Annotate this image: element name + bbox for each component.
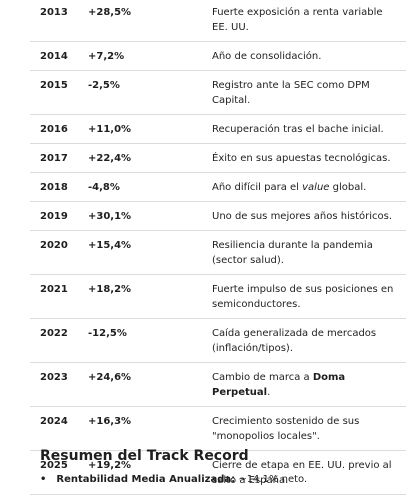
table-row: 2023 +24,6% Cambio de marca a Doma Perpetu… [30, 363, 406, 407]
return: -12,5% [88, 328, 127, 339]
comment-text: Registro ante la SEC como DPM Capital. [212, 80, 370, 106]
return: +19,2% [88, 460, 132, 471]
year: 2022 [40, 328, 68, 339]
comment: Éxito en sus apuestas tecnológicas. [212, 151, 400, 166]
comment: Fuerte exposición a renta variable EE. U… [212, 5, 400, 35]
return: +7,2% [88, 51, 125, 62]
comment: Crecimiento sostenido de sus "monopolios… [212, 414, 400, 444]
comment: Fuerte impulso de sus posiciones en semi… [212, 282, 400, 312]
comment: Caída generalizada de mercados (inflació… [212, 326, 400, 356]
table-row: 2017 +22,4% Éxito en sus apuestas tecnológ… [30, 144, 406, 173]
year: 2025 [40, 460, 68, 471]
comment-text: Fuerte exposición a renta variable EE. U… [212, 7, 383, 33]
summary-text: ~14.1% neto. [235, 474, 308, 485]
table-row: 2015 -2,5% Registro ante la SEC como DPM C… [30, 71, 406, 115]
table-row: 2016 +11,0% Recuperación tras el bache ini… [30, 115, 406, 144]
year: 2013 [40, 7, 68, 18]
comment-text: Fuerte impulso de sus posiciones en semi… [212, 284, 394, 310]
comment: Resiliencia durante la pandemia (sector … [212, 238, 400, 268]
comment-text: Recuperación tras el bache inicial. [212, 124, 384, 135]
year: 2017 [40, 153, 68, 164]
comment-text: global. [329, 182, 367, 193]
comment-text: Año difícil para el [212, 182, 303, 193]
comment-text: Caída generalizada de mercados (inflació… [212, 328, 377, 354]
return: +30,1% [88, 211, 132, 222]
comment-text: . [267, 387, 271, 398]
year: 2018 [40, 182, 68, 193]
table-row: 2021 +18,2% Fuerte impulso de sus posicion… [30, 275, 406, 319]
comment-text: Resiliencia durante la pandemia (sector … [212, 240, 373, 266]
table-row: 2022 -12,5% Caída generalizada de mercados… [30, 319, 406, 363]
comment-text: Año de consolidación. [212, 51, 322, 62]
summary-item: Rentabilidad Media Anualizada: ~14.1% ne… [40, 474, 307, 485]
year: 2019 [40, 211, 68, 222]
year: 2016 [40, 124, 68, 135]
return: +18,2% [88, 284, 132, 295]
comment-text: Uno de sus mejores años históricos. [212, 211, 393, 222]
return: +24,6% [88, 372, 132, 383]
comment: Registro ante la SEC como DPM Capital. [212, 78, 400, 108]
comment-text: Crecimiento sostenido de sus "monopolios… [212, 416, 360, 442]
year: 2021 [40, 284, 68, 295]
return: -2,5% [88, 80, 120, 91]
table-row: 2020 +15,4% Resiliencia durante la pandemi… [30, 231, 406, 275]
year: 2024 [40, 416, 68, 427]
comment: Año difícil para el value global. [212, 180, 400, 195]
summary-title: Resumen del Track Record [40, 448, 249, 464]
return: +28,5% [88, 7, 132, 18]
comment: Recuperación tras el bache inicial. [212, 122, 400, 137]
return: +16,3% [88, 416, 132, 427]
comment: Uno de sus mejores años históricos. [212, 209, 400, 224]
table-row: 2013 +28,5% Fuerte exposición a renta vari… [30, 0, 406, 42]
year: 2023 [40, 372, 68, 383]
return: +11,0% [88, 124, 132, 135]
year: 2020 [40, 240, 68, 251]
year: 2014 [40, 51, 68, 62]
comment-emphasis: value [302, 182, 330, 193]
table-row: 2019 +30,1% Uno de sus mejores años histór… [30, 202, 406, 231]
return: +22,4% [88, 153, 132, 164]
comment-text: Cambio de marca a [212, 372, 313, 383]
comment: Cambio de marca a Doma Perpetual. [212, 370, 400, 400]
year: 2015 [40, 80, 68, 91]
track-record-table: 2013 +28,5% Fuerte exposición a renta vari… [30, 0, 406, 495]
table-row: 2018 -4,8% Año difícil para el value globa… [30, 173, 406, 202]
summary-label: Rentabilidad Media Anualizada: [56, 474, 236, 485]
comment-emphasis: Doma Perpetual [212, 372, 346, 398]
comment-text: Éxito en sus apuestas tecnológicas. [212, 153, 391, 164]
summary-list: Rentabilidad Media Anualizada: ~14.1% ne… [40, 474, 307, 485]
return: +15,4% [88, 240, 132, 251]
return: -4,8% [88, 182, 120, 193]
comment: Año de consolidación. [212, 49, 400, 64]
table-row: 2014 +7,2% Año de consolidación. [30, 42, 406, 71]
table-row: 2024 +16,3% Crecimiento sostenido de sus "… [30, 407, 406, 451]
